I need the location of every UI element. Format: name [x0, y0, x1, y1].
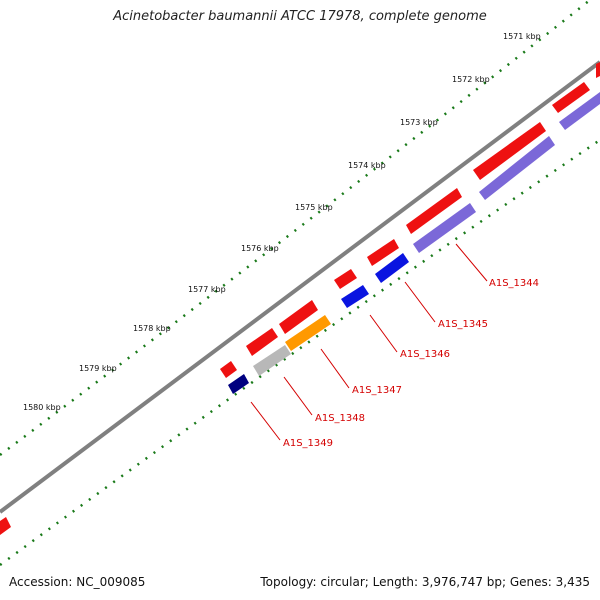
forward-gene-arrow [334, 269, 357, 289]
tick-label: 1573 kbp [400, 118, 438, 127]
forward-gene-arrow [279, 300, 318, 334]
gene-block-lavender [479, 136, 555, 200]
forward-gene-arrow [406, 188, 462, 234]
forward-gene-arrow [246, 328, 278, 356]
tick-label: 1575 kbp [295, 203, 333, 212]
gene-block-lavender [413, 203, 476, 253]
gene-label: A1S_1345 [438, 319, 488, 330]
forward-gene-arrow [0, 517, 11, 535]
forward-gene-arrow [473, 122, 546, 180]
gene-block-lavender [559, 92, 600, 130]
forward-gene-arrow [367, 239, 399, 266]
tick-label: 1572 kbp [452, 75, 490, 84]
accession-label: Accession: NC_009085 [9, 575, 146, 589]
forward-gene-arrow [552, 82, 590, 113]
gene-label: A1S_1344 [489, 278, 539, 289]
forward-gene-arrow [220, 361, 237, 378]
gene-block-blue [341, 285, 369, 308]
gene-label: A1S_1346 [400, 349, 450, 360]
tick-label: 1579 kbp [79, 364, 117, 373]
genome-backbone [0, 60, 600, 514]
tick-label: 1571 kbp [503, 32, 541, 41]
gene-block-orange [285, 315, 331, 351]
gene-block-blue [375, 253, 409, 283]
map-title: Acinetobacter baumannii ATCC 17978, comp… [113, 9, 487, 24]
tick-label: 1577 kbp [188, 285, 226, 294]
tick-label: 1574 kbp [348, 161, 386, 170]
gene-label: A1S_1347 [352, 385, 402, 396]
tick-label: 1580 kbp [23, 403, 61, 412]
outer-tick-ring [0, 0, 591, 456]
genome-summary: Topology: circular; Length: 3,976,747 bp… [260, 575, 590, 589]
gene-label: A1S_1349 [283, 438, 333, 449]
forward-gene-arrow [596, 62, 600, 78]
gene-label: A1S_1348 [315, 413, 365, 424]
label-leader-lines [250, 243, 488, 441]
gene-block-gray [253, 345, 291, 376]
tick-label: 1576 kbp [241, 244, 279, 253]
tick-label: 1578 kbp [133, 324, 171, 333]
gene-block-navy [228, 374, 249, 394]
